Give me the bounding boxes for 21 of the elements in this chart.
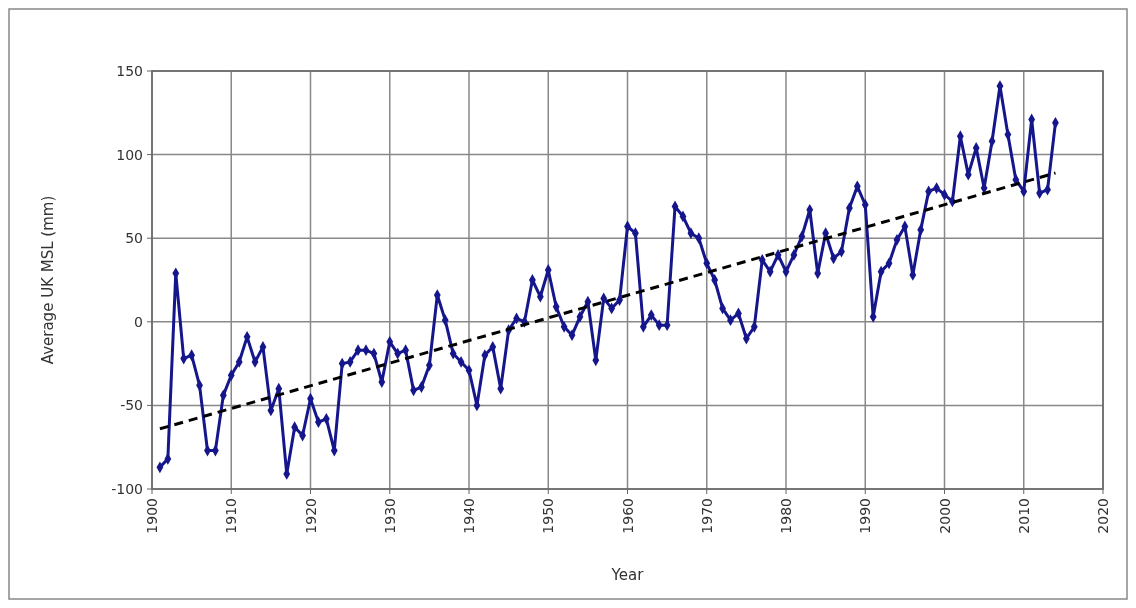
x-tick-label: 1990 xyxy=(857,498,874,534)
y-tick-label: -50 xyxy=(120,397,143,414)
x-tick-label: 1910 xyxy=(223,498,240,534)
x-tick-label: 1920 xyxy=(302,498,319,534)
x-tick-label: 1960 xyxy=(619,498,636,534)
x-tick-label: 1930 xyxy=(381,498,398,534)
x-tick-label: 1980 xyxy=(778,498,794,534)
x-tick-label: 1950 xyxy=(540,498,557,534)
y-tick-label: 0 xyxy=(134,313,143,330)
x-tick-label: 1970 xyxy=(698,498,715,534)
x-axis-title: Year xyxy=(610,566,645,584)
y-axis-title: Average UK MSL (mm) xyxy=(39,195,57,365)
y-tick-label: -100 xyxy=(111,481,143,497)
x-tick-label: 2000 xyxy=(936,498,953,534)
y-tick-label: 150 xyxy=(116,63,143,79)
x-tick-label: 1940 xyxy=(461,498,477,534)
x-tick-label: 1900 xyxy=(144,498,160,534)
y-tick-label: 50 xyxy=(125,230,143,247)
x-tick-label: 2020 xyxy=(1095,498,1111,534)
x-tick-label: 2010 xyxy=(1015,498,1032,534)
y-tick-label: 100 xyxy=(116,146,143,163)
